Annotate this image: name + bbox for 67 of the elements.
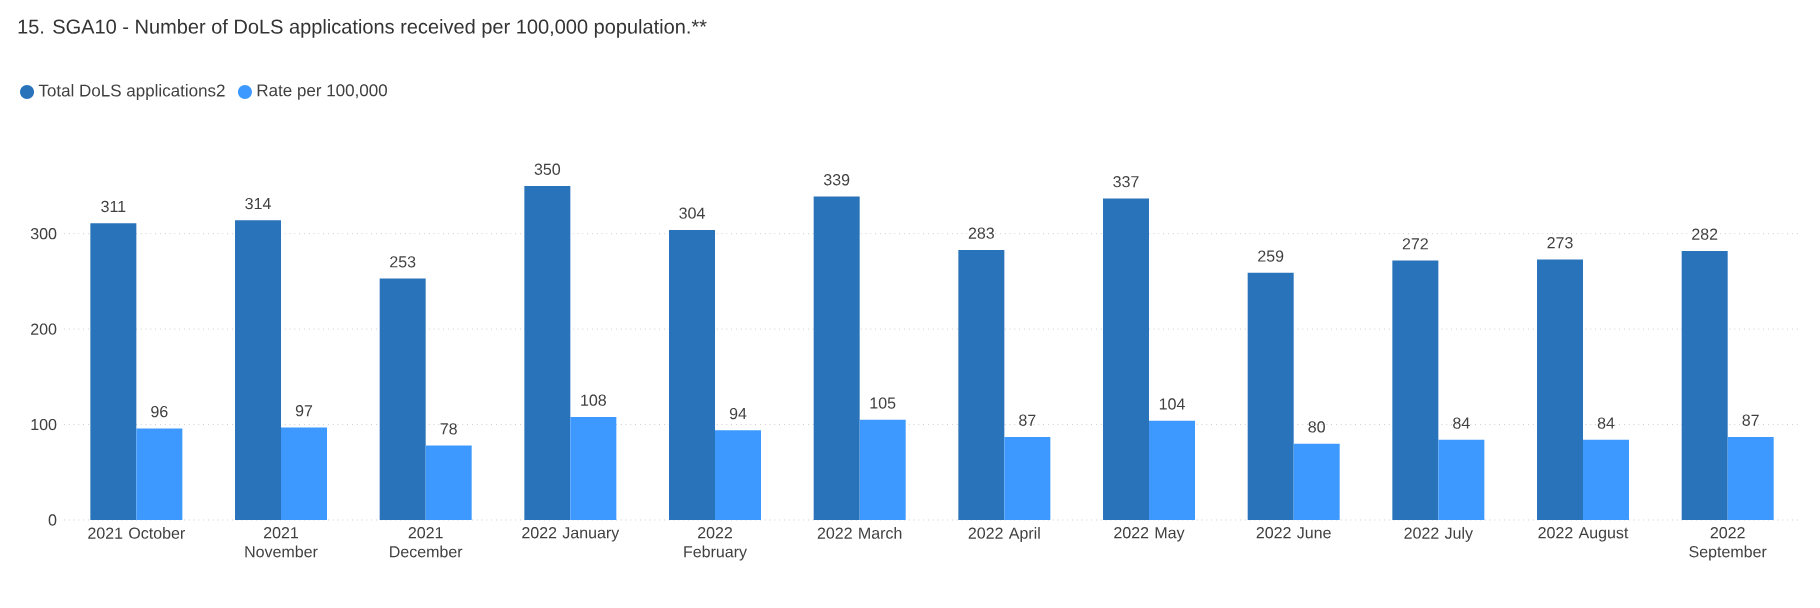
- data-label: 350: [534, 163, 561, 175]
- bar: [1004, 436, 1051, 520]
- legend-label: Total DoLS applications2: [38, 84, 225, 100]
- bar: [379, 278, 426, 520]
- data-label: 304: [679, 207, 705, 219]
- x-tick-label: 2022 January: [522, 527, 620, 542]
- bar: [1293, 443, 1340, 520]
- y-tick-label: 100: [31, 418, 57, 431]
- data-label: 314: [245, 197, 271, 210]
- y-tick-label: 300: [30, 228, 57, 240]
- bar: [669, 229, 716, 520]
- y-tick-label: 200: [31, 323, 57, 335]
- data-label: 78: [440, 423, 457, 435]
- data-label: 108: [581, 394, 606, 406]
- bar: [1537, 259, 1584, 520]
- data-label: 96: [151, 405, 168, 418]
- data-label: 337: [1113, 176, 1139, 188]
- x-tick-label: 2022 September: [1689, 527, 1767, 561]
- data-label: 272: [1402, 238, 1428, 250]
- bar: [524, 185, 571, 520]
- bar: [570, 416, 617, 520]
- data-label: 84: [1597, 417, 1615, 429]
- data-label: 94: [729, 407, 747, 420]
- chart-title: 15. SGA10 - Number of DoLS applications received per 100,000 population.**: [18, 19, 707, 38]
- legend-label: Rate per 100,000: [257, 84, 387, 100]
- data-label: 87: [1019, 414, 1036, 426]
- data-label: 80: [1308, 421, 1325, 433]
- bar: [715, 430, 762, 520]
- bar: [1681, 250, 1728, 520]
- bar: [90, 223, 137, 520]
- data-label: 259: [1258, 250, 1284, 262]
- data-label: 97: [295, 405, 313, 417]
- bar: [859, 419, 906, 520]
- x-tick-label: 2022 May: [1114, 527, 1185, 542]
- bar: [136, 428, 183, 520]
- data-label: 105: [870, 397, 896, 409]
- data-label: 273: [1547, 237, 1573, 249]
- x-tick-label: 2022 August: [1538, 527, 1629, 542]
- x-tick-label: 2022 March: [817, 527, 902, 539]
- data-label: 84: [1453, 417, 1470, 429]
- bar: [1583, 439, 1630, 520]
- x-tick-label: 2022 June: [1256, 527, 1331, 539]
- x-tick-label: 2022 April: [968, 527, 1040, 542]
- y-tick-label: 0: [48, 514, 57, 526]
- bar: [1438, 439, 1485, 520]
- data-label: 104: [1159, 398, 1185, 410]
- data-label: 253: [390, 256, 416, 268]
- x-tick-label: 2022 July: [1404, 527, 1473, 542]
- bar: [281, 427, 328, 520]
- x-tick-label: 2021 October: [88, 527, 185, 539]
- data-label: 311: [101, 200, 126, 213]
- data-label: 282: [1692, 228, 1718, 240]
- x-tick-label: 2021 November: [245, 527, 318, 558]
- bar: [813, 196, 860, 520]
- bar: [235, 220, 282, 520]
- bar: [1392, 260, 1439, 520]
- bar: [425, 445, 472, 520]
- bar: [958, 249, 1005, 520]
- x-tick-label: 2022 February: [684, 527, 747, 561]
- bar: [1247, 272, 1294, 520]
- data-label: 283: [968, 227, 994, 239]
- x-tick-label: 2021 December: [390, 527, 463, 558]
- data-label: 339: [823, 174, 850, 186]
- bar: [1103, 198, 1150, 520]
- bar: [1149, 420, 1196, 520]
- bar: [1727, 436, 1774, 520]
- data-label: 87: [1742, 414, 1759, 426]
